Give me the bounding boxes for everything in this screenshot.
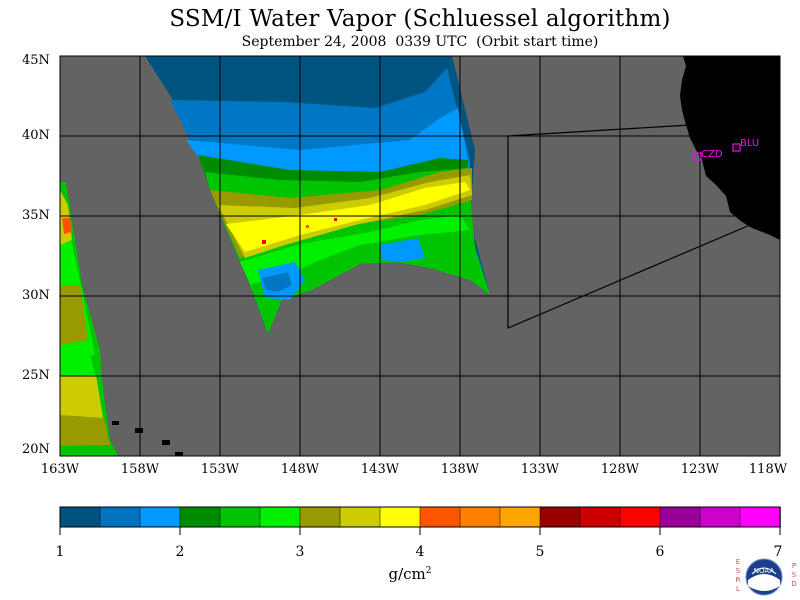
lon-label-148w: 148W [280, 462, 320, 477]
domain-outline [507, 124, 751, 329]
chart-title: SSM/I Water Vapor (Schluessel algorithm) [169, 6, 671, 32]
lon-label-138w: 138W [440, 462, 480, 477]
colorbar-tick-label: 2 [175, 544, 185, 560]
north-america-land [680, 56, 780, 240]
lon-label-158w: 158W [120, 462, 160, 477]
colorbar-tick-label: 5 [535, 544, 545, 560]
lon-label-123w: 123W [680, 462, 720, 477]
chart-subtitle: September 24, 2008 0339 UTC (Orbit start… [241, 34, 599, 50]
satellite-swath-main [145, 56, 490, 334]
station-markers: CZD BLU [693, 138, 759, 161]
lon-label-153w: 153W [200, 462, 240, 477]
lon-label-128w: 128W [600, 462, 640, 477]
satellite-swath-left [60, 182, 118, 456]
lat-label-40n: 40N [22, 128, 50, 143]
lat-label-25n: 25N [22, 368, 50, 383]
colorbar-tick-label: 7 [773, 544, 783, 560]
lon-label-163w: 163W [40, 462, 80, 477]
station-czd-label: CZD [701, 149, 723, 160]
hawaii-islands [112, 421, 183, 456]
low-vapor-blob-2 [380, 238, 425, 262]
station-blu-label: BLU [740, 138, 759, 149]
lon-label-133w: 133W [520, 462, 560, 477]
lat-label-20n: 20N [22, 442, 50, 457]
colorbar-tick-label: 4 [415, 544, 425, 560]
noaa-logo-icon: NOAA [745, 558, 783, 596]
colorbar-tick-label: 1 [55, 544, 65, 560]
lat-label-35n: 35N [22, 208, 50, 223]
map-frame [59, 55, 781, 457]
lon-label-118w: 118W [748, 462, 788, 477]
colorbar-tick-label: 3 [295, 544, 305, 560]
colorbar-units: g/cm2 [388, 565, 432, 583]
lat-label-30n: 30N [22, 288, 50, 303]
station-blu-marker [732, 143, 741, 152]
lon-label-143w: 143W [360, 462, 400, 477]
lat-lon-grid [60, 56, 780, 456]
station-czd-marker [693, 152, 702, 161]
lat-label-45n: 45N [22, 53, 50, 68]
svg-text:NOAA: NOAA [754, 567, 775, 575]
colorbar-tick-label: 6 [655, 544, 665, 560]
